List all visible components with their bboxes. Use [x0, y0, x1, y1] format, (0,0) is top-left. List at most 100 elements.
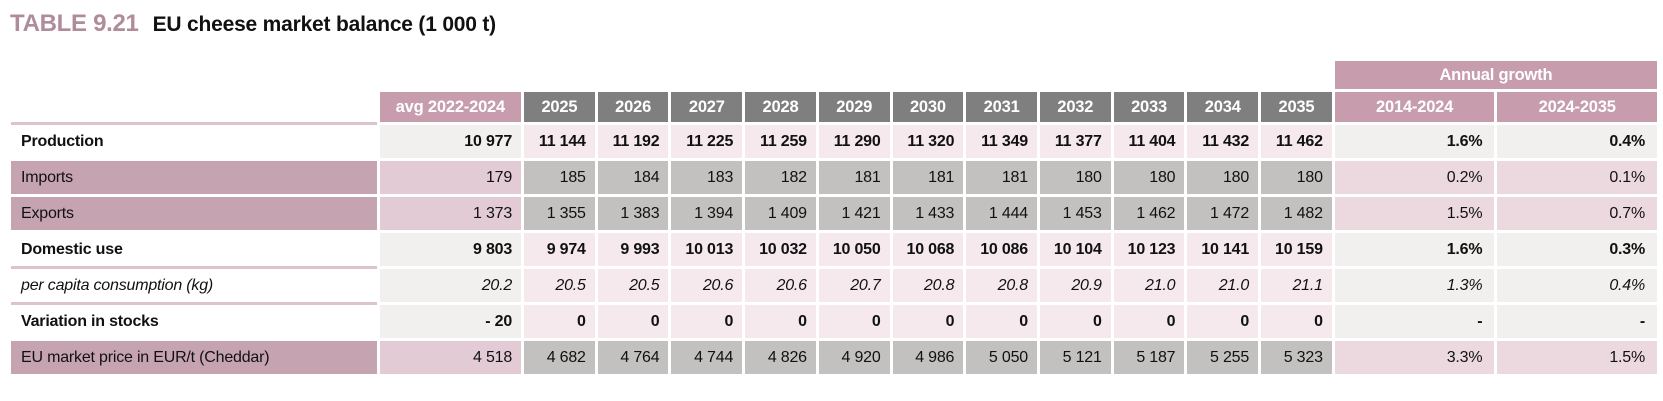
year-value-cell: 21.1 — [1261, 269, 1332, 302]
year-value-cell: 10 104 — [1039, 233, 1111, 266]
year-value-cell: 11 259 — [745, 125, 816, 158]
table-row: per capita consumption (kg) 20.2 20.5 20.5 2… — [11, 269, 1657, 302]
column-header-year: 2025 — [524, 92, 595, 122]
year-value-cell: 1 421 — [818, 197, 890, 230]
year-value-cell: 21.0 — [1113, 269, 1185, 302]
year-value-cell: 20.6 — [745, 269, 816, 302]
year-value-cell: 1 462 — [1113, 197, 1185, 230]
growth-value-cell: 0.2% — [1334, 161, 1495, 194]
year-value-cell: 1 394 — [671, 197, 743, 230]
year-value-cell: 10 141 — [1187, 233, 1259, 266]
year-value-cell: 180 — [1187, 161, 1259, 194]
growth-value-cell: 0.7% — [1497, 197, 1657, 230]
year-value-cell: 4 920 — [818, 341, 890, 374]
year-value-cell: 1 453 — [1039, 197, 1111, 230]
year-value-cell: 185 — [524, 161, 595, 194]
table-caption: EU cheese market balance (1 000 t) — [152, 13, 497, 36]
year-value-cell: 0 — [745, 305, 816, 338]
year-value-cell: 180 — [1261, 161, 1332, 194]
column-header-growth: 2024-2035 — [1497, 92, 1657, 122]
year-value-cell: 21.0 — [1187, 269, 1259, 302]
year-value-cell: 4 744 — [671, 341, 743, 374]
year-value-cell: 4 764 — [597, 341, 669, 374]
year-value-cell: 20.6 — [671, 269, 743, 302]
column-header-year: 2032 — [1039, 92, 1111, 122]
year-value-cell: 180 — [1039, 161, 1111, 194]
annual-growth-row: Annual growth — [11, 61, 1657, 89]
year-value-cell: 11 404 — [1113, 125, 1185, 158]
growth-value-cell: 1.6% — [1334, 125, 1495, 158]
year-value-cell: 20.8 — [892, 269, 964, 302]
year-value-cell: 0 — [1039, 305, 1111, 338]
year-value-cell: 11 192 — [597, 125, 669, 158]
row-label: Variation in stocks — [11, 305, 377, 338]
avg-value-cell: 9 803 — [379, 233, 522, 266]
year-value-cell: 10 086 — [966, 233, 1037, 266]
column-header-year: 2034 — [1187, 92, 1259, 122]
avg-value-cell: 10 977 — [379, 125, 522, 158]
year-value-cell: 10 013 — [671, 233, 743, 266]
column-header-year: 2028 — [745, 92, 816, 122]
year-value-cell: 1 444 — [966, 197, 1037, 230]
growth-value-cell: 1.6% — [1334, 233, 1495, 266]
year-value-cell: 11 225 — [671, 125, 743, 158]
year-value-cell: 11 462 — [1261, 125, 1332, 158]
year-value-cell: 9 993 — [597, 233, 669, 266]
growth-value-cell: 1.5% — [1497, 341, 1657, 374]
table-row: Variation in stocks - 20 0 0 0 0 0 0 0 0 0 0 0- - — [11, 305, 1657, 338]
table-title: TABLE 9.21 EU cheese market balance (1 0… — [8, 6, 1661, 46]
year-value-cell: 10 159 — [1261, 233, 1332, 266]
year-value-cell: 1 355 — [524, 197, 595, 230]
year-value-cell: 0 — [524, 305, 595, 338]
year-value-cell: 20.7 — [818, 269, 890, 302]
year-value-cell: 11 320 — [892, 125, 964, 158]
row-label: per capita consumption (kg) — [11, 269, 377, 302]
year-value-cell: 10 123 — [1113, 233, 1185, 266]
annual-growth-header: Annual growth — [1334, 61, 1657, 89]
year-value-cell: 1 482 — [1261, 197, 1332, 230]
column-header-year: 2029 — [818, 92, 890, 122]
growth-value-cell: 1.5% — [1334, 197, 1495, 230]
row-label: EU market price in EUR/t (Cheddar) — [11, 341, 377, 374]
avg-value-cell: 4 518 — [379, 341, 522, 374]
year-value-cell: 181 — [818, 161, 890, 194]
table-row: Exports 1 373 1 355 1 383 1 394 1 409 1 421 1 4… — [11, 197, 1657, 230]
table-row: EU market price in EUR/t (Cheddar) 4 518 4… — [11, 341, 1657, 374]
column-header-row: avg 2022-2024 2025 2026 2027 2028 2029 2030 203… — [11, 92, 1657, 122]
growth-value-cell: - — [1497, 305, 1657, 338]
column-header-year: 2030 — [892, 92, 964, 122]
year-value-cell: 0 — [818, 305, 890, 338]
year-value-cell: 20.9 — [1039, 269, 1111, 302]
growth-value-cell: 0.4% — [1497, 269, 1657, 302]
year-value-cell: 5 050 — [966, 341, 1037, 374]
growth-value-cell: - — [1334, 305, 1495, 338]
table-row: Domestic use 9 803 9 974 9 993 10 013 10 032 1… — [11, 233, 1657, 266]
table-row: Production 10 977 11 144 11 192 11 225 11 259… — [11, 125, 1657, 158]
header-spacer — [11, 61, 1332, 89]
year-value-cell: 183 — [671, 161, 743, 194]
row-label: Production — [11, 125, 377, 158]
year-value-cell: 182 — [745, 161, 816, 194]
year-value-cell: 4 682 — [524, 341, 595, 374]
year-value-cell: 0 — [597, 305, 669, 338]
year-value-cell: 0 — [966, 305, 1037, 338]
row-label: Domestic use — [11, 233, 377, 266]
avg-value-cell: 179 — [379, 161, 522, 194]
year-value-cell: 1 433 — [892, 197, 964, 230]
market-balance-table: Annual growth avg 2022-2024 2025 2026 2027 20… — [8, 58, 1660, 377]
column-header-avg: avg 2022-2024 — [379, 92, 522, 122]
column-header-growth: 2014-2024 — [1334, 92, 1495, 122]
year-value-cell: 5 255 — [1187, 341, 1259, 374]
year-value-cell: 184 — [597, 161, 669, 194]
column-header-year: 2031 — [966, 92, 1037, 122]
column-header-year: 2027 — [671, 92, 743, 122]
year-value-cell: 11 377 — [1039, 125, 1111, 158]
growth-value-cell: 0.1% — [1497, 161, 1657, 194]
row-label: Imports — [11, 161, 377, 194]
year-value-cell: 5 187 — [1113, 341, 1185, 374]
year-value-cell: 1 472 — [1187, 197, 1259, 230]
year-value-cell: 4 986 — [892, 341, 964, 374]
table-body: Annual growth avg 2022-2024 2025 2026 2027 20… — [11, 61, 1657, 374]
year-value-cell: 1 409 — [745, 197, 816, 230]
year-value-cell: 0 — [892, 305, 964, 338]
